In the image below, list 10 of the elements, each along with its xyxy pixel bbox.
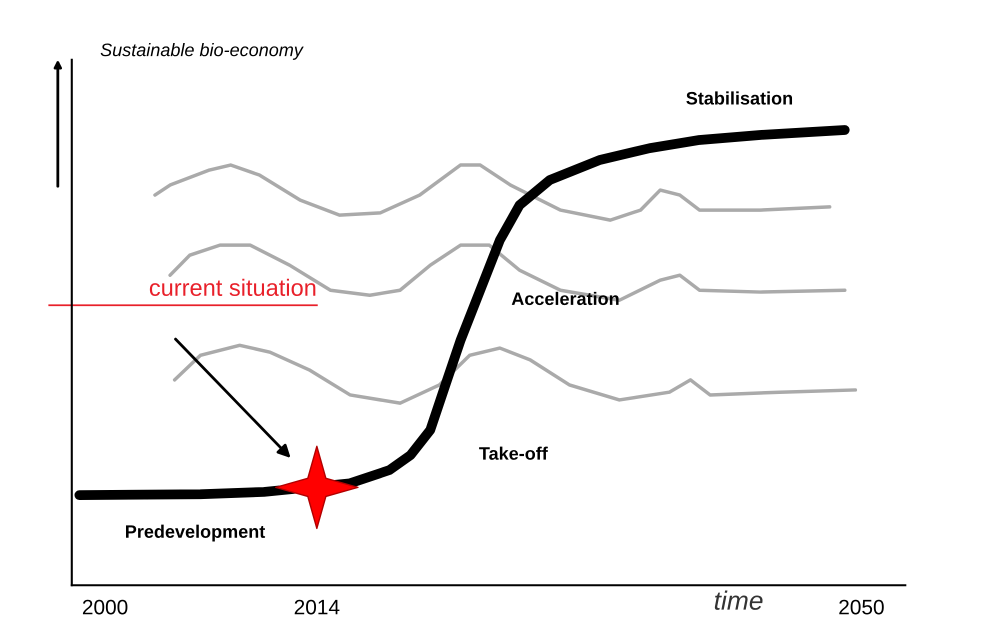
x-tick-label: 2014 <box>294 600 340 614</box>
y-axis-title: Sustainable bio-economy <box>100 43 304 60</box>
annotation: Acceleration <box>512 292 619 306</box>
ref-line-label: current situation <box>150 278 316 296</box>
annotation: Predevelopment <box>126 524 266 542</box>
annotation: Stabilisation <box>686 91 792 105</box>
x-tick-label: 2000 <box>82 600 128 614</box>
x-tick-label: 2050 <box>839 600 884 614</box>
x-axis-title: time <box>714 590 763 610</box>
annotation: Take-off <box>479 446 548 460</box>
